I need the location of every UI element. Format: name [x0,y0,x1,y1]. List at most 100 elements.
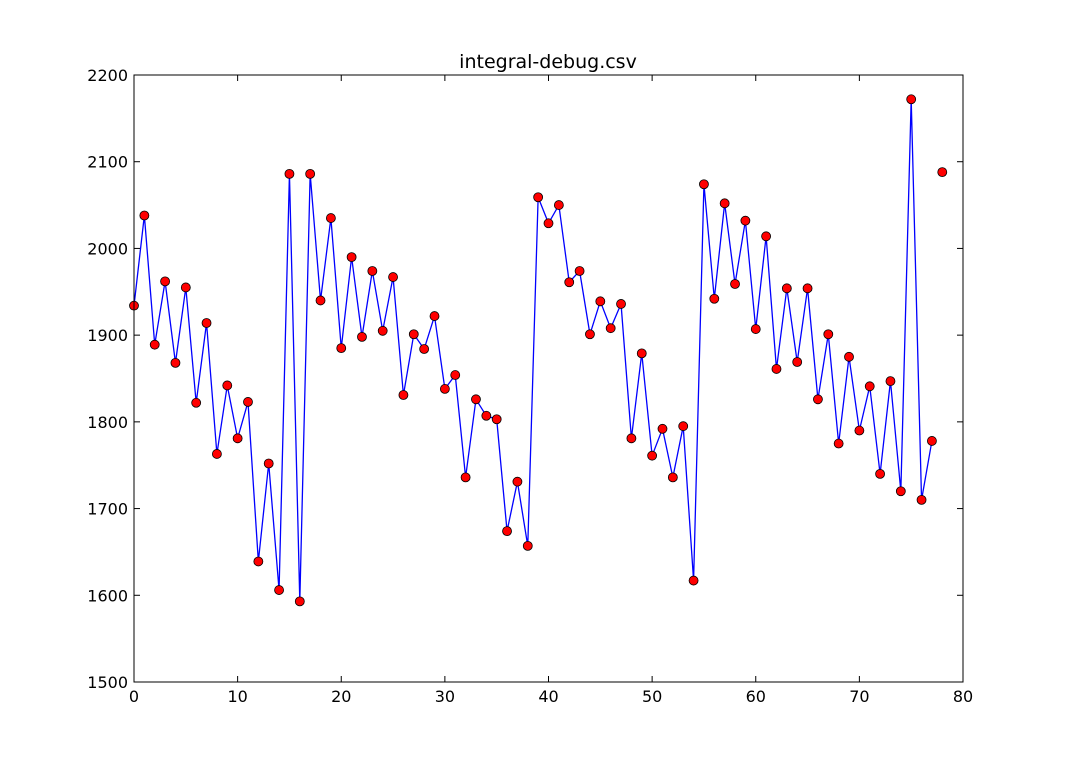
data-point [813,394,823,405]
data-point [160,276,170,287]
data-point [274,585,284,595]
data-point [730,279,740,289]
data-point [336,343,347,354]
data-point [325,213,336,223]
series-line [133,99,933,602]
axes: 0 10 20 30 40 50 60 70 80 1500 1600 1700 1800 1900 200… [87,66,973,706]
data-point [522,540,533,551]
data-point [553,200,564,210]
data-point [170,357,181,368]
data-point [636,348,647,359]
x-tick-label: 30 [435,687,455,706]
data-point [232,433,243,444]
x-tick-label: 60 [746,687,766,706]
data-point [574,266,585,276]
data-point [719,198,730,209]
data-point [222,380,233,391]
data-point [585,329,595,340]
data-point [667,472,678,483]
data-point [678,421,689,432]
data-point [709,293,720,304]
data-point [802,283,813,294]
data-point [833,438,844,449]
x-tick-label: 70 [849,687,869,706]
data-point [595,296,606,307]
data-point [781,283,792,294]
x-tick-label: 80 [953,687,973,706]
y-tick-label: 1900 [87,326,128,345]
data-point [294,596,305,607]
y-tick-label: 2000 [87,239,128,258]
data-point [771,364,782,374]
data-point [481,410,492,421]
data-point [357,331,367,342]
data-point [657,423,668,434]
data-point [315,295,326,306]
data-point [740,215,751,226]
data-point [284,168,295,179]
data-point [626,433,637,444]
y-tick-label: 1500 [87,673,128,692]
data-point [895,486,906,497]
data-point [439,384,450,394]
data-point [792,357,803,367]
data-point [844,351,854,362]
data-point [761,231,772,242]
data-point [885,376,896,387]
data-point [699,179,709,190]
y-tick-label: 2100 [87,153,128,172]
data-point [305,168,316,179]
data-point [471,394,481,405]
x-tick-label: 0 [129,687,139,706]
data-point [263,458,274,469]
y-tick-label: 1800 [87,413,128,432]
data-point [408,329,419,340]
data-point [201,318,212,328]
data-point [243,397,253,407]
data-point [388,272,398,282]
data-point [191,397,202,408]
data-point [875,468,885,479]
data-point [253,556,264,567]
x-tick-label: 40 [538,687,558,706]
data-point [927,436,937,446]
data-point [398,390,409,400]
data-point [211,449,222,459]
y-tick-label: 1700 [87,500,128,519]
data-point [450,370,461,380]
data-point [367,266,378,276]
data-point [491,414,502,425]
data-point [916,494,927,505]
y-tick-label: 2200 [87,66,128,85]
data-point [533,192,544,203]
data-point [616,299,626,309]
data-point [823,329,834,340]
plot-frame [133,74,964,683]
data-point [906,94,917,105]
data-point [377,325,388,336]
data-point [937,167,948,178]
chart-title: integral-debug.csv [459,51,637,73]
data-point [429,311,440,321]
plot-area [129,94,948,607]
data-point [605,323,616,334]
data-point [460,472,471,483]
data-point [647,450,658,461]
y-tick-label: 1600 [87,586,128,605]
data-point [139,210,150,221]
data-point [564,277,575,288]
data-point [543,218,554,229]
x-tick-label: 50 [642,687,662,706]
data-point [346,252,357,263]
data-point [180,282,191,293]
data-point [854,425,865,436]
data-point [512,476,523,487]
data-point [419,344,430,354]
data-point [688,575,699,586]
data-point [502,526,512,537]
x-tick-label: 20 [331,687,351,706]
data-point [750,324,761,334]
data-point [149,339,160,350]
